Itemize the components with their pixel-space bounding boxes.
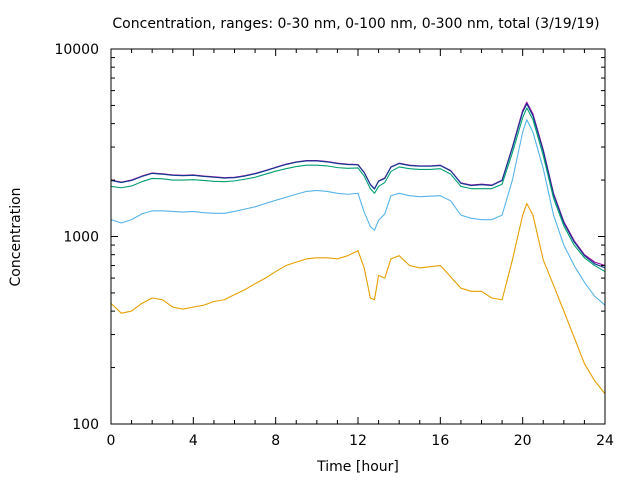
series-line-5	[110, 202, 606, 395]
series-line-3	[110, 107, 606, 273]
series-line-4	[110, 119, 606, 306]
x-tick-label: 16	[431, 433, 449, 449]
series-line-1	[110, 101, 606, 267]
x-tick-label: 8	[271, 433, 280, 449]
series-line-2	[110, 103, 606, 269]
y-axis: 100 1000 10000	[54, 42, 605, 433]
y-tick-label: 10000	[54, 42, 99, 58]
plot-frame	[110, 48, 606, 425]
chart-title: Concentration, ranges: 0-30 nm, 0-100 nm…	[112, 16, 599, 32]
x-tick-label: 12	[349, 433, 367, 449]
x-axis-label: Time [hour]	[316, 459, 399, 475]
plot-area	[110, 101, 606, 395]
x-tick-label: 20	[514, 433, 532, 449]
x-tick-label: 4	[189, 433, 198, 449]
x-tick-label: 0	[107, 433, 116, 449]
y-tick-label: 1000	[63, 230, 99, 246]
y-axis-label: Concentration	[8, 187, 24, 286]
x-axis: 0 4 8 12 16 20 24	[107, 49, 614, 449]
x-tick-label: 24	[596, 433, 614, 449]
y-tick-label: 100	[72, 417, 99, 433]
